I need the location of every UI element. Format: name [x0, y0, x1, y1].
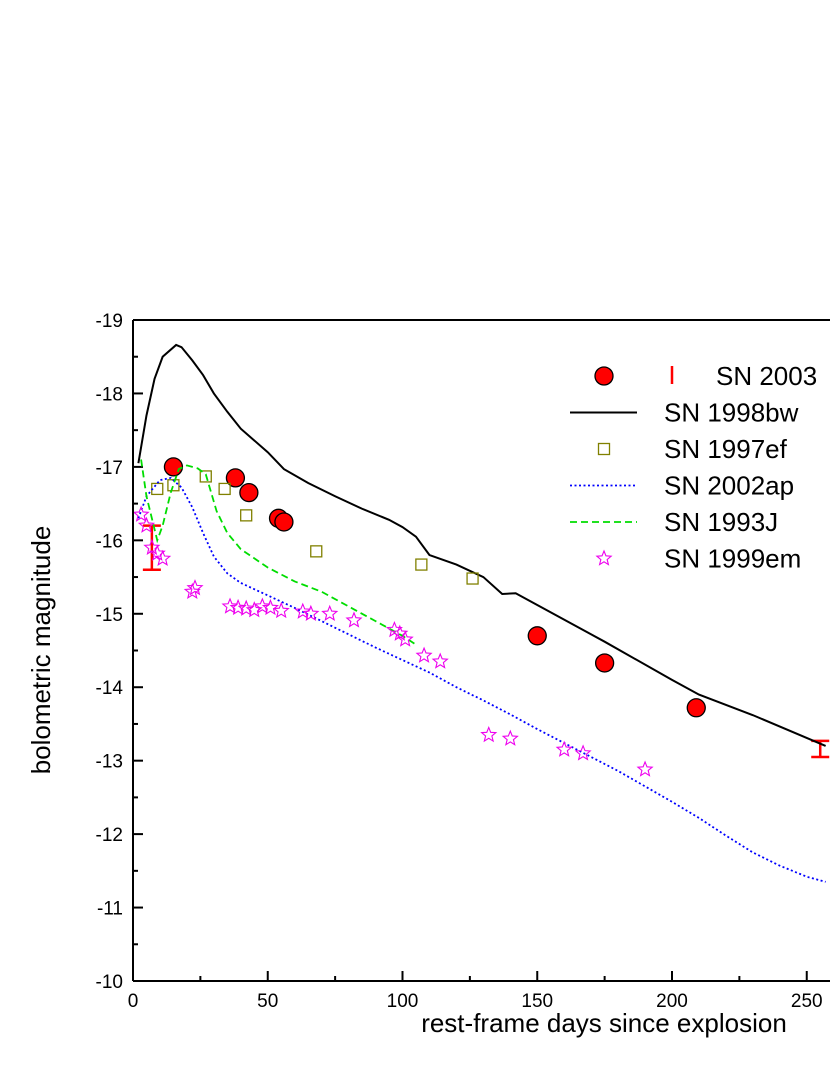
legend-swatch: [595, 549, 613, 566]
legend-label: SN 1993J: [664, 507, 778, 537]
data-point: [237, 599, 255, 616]
x-tick-label: 250: [791, 991, 823, 1012]
data-point: [240, 509, 253, 522]
series-6: [133, 505, 654, 777]
series-2: [137, 343, 827, 747]
data-point: [151, 482, 164, 496]
legend-item: SN 1998bw: [570, 398, 799, 428]
y-tick-label: -16: [96, 531, 123, 552]
y-tick-label: -12: [96, 825, 123, 846]
legend-item: SN 1993J: [570, 507, 778, 537]
data-point: [183, 582, 201, 600]
series-line: [137, 343, 827, 747]
legend-item: SN 1997ef: [597, 434, 788, 464]
x-tick-label: 100: [387, 991, 419, 1012]
data-point: [261, 598, 279, 616]
series-3: [151, 470, 479, 585]
data-point: [186, 579, 204, 596]
data-point: [480, 725, 498, 743]
data-point: [321, 604, 339, 622]
data-point: [594, 653, 615, 673]
data-point: [415, 646, 433, 663]
data-point: [218, 482, 231, 496]
data-point: [229, 598, 247, 616]
series-line: [137, 476, 826, 883]
x-axis-ticks: 0 50 100 150 200 250: [128, 971, 823, 1012]
legend-item: SN 1999em: [595, 544, 801, 574]
y-tick-label: -15: [96, 605, 123, 626]
legend-label: SN 1997ef: [664, 434, 788, 464]
data-point: [272, 601, 290, 619]
y-axis-title: bolometric magnitude: [26, 526, 56, 775]
legend-label: SN 1999em: [664, 544, 801, 574]
data-point: [501, 729, 519, 746]
data-point: [636, 760, 654, 777]
x-tick-label: 50: [257, 991, 278, 1012]
data-point: [239, 482, 259, 503]
legend-swatch: [594, 366, 614, 386]
data-point: [154, 549, 172, 566]
data-point: [221, 597, 239, 614]
data-point: [574, 744, 592, 761]
legend-label: SN 1998bw: [664, 398, 799, 428]
data-point: [137, 516, 156, 533]
data-point: [686, 698, 706, 718]
y-axis-ticks: -19 -18 -17 -16 -15 -14 -13 -12 -11 -10: [96, 311, 143, 993]
legend-item: SN 2003: [594, 361, 817, 391]
series-4: [137, 476, 826, 883]
data-point: [466, 572, 479, 585]
data-point: [133, 505, 150, 522]
legend: SN 2003 SN 1998bw SN 1997ef SN 2002ap SN 199…: [570, 361, 817, 574]
data-point: [302, 604, 320, 622]
legend-item: SN 2002ap: [570, 471, 794, 501]
x-tick-label: 200: [656, 991, 688, 1012]
data-point: [527, 626, 547, 646]
y-tick-label: -18: [96, 384, 123, 405]
y-tick-label: -14: [96, 678, 124, 699]
y-tick-label: -19: [96, 311, 123, 332]
series-5: [140, 459, 417, 646]
data-point: [415, 558, 428, 571]
legend-label: SN 2003: [716, 361, 817, 391]
data-point: [225, 468, 246, 488]
data-point: [274, 512, 294, 532]
x-tick-label: 150: [521, 991, 553, 1012]
x-axis-title: rest-frame days since explosion: [421, 1008, 787, 1038]
y-tick-label: -17: [96, 458, 123, 479]
data-point: [294, 602, 312, 619]
legend-swatch: [597, 442, 611, 456]
data-point: [431, 652, 449, 669]
series-line: [140, 459, 417, 646]
data-point: [253, 597, 271, 614]
data-point: [345, 611, 363, 628]
data-point: [555, 740, 573, 757]
data-point: [163, 457, 184, 477]
legend-label: SN 2002ap: [664, 471, 794, 501]
series-0: [163, 457, 706, 718]
data-point: [396, 630, 414, 647]
y-tick-label: -10: [96, 972, 123, 993]
y-tick-label: -11: [97, 899, 123, 920]
y-tick-label: -13: [96, 752, 123, 773]
plot-area: [133, 343, 830, 883]
data-point: [310, 545, 323, 558]
data-point: [199, 470, 212, 483]
x-tick-label: 0: [128, 991, 139, 1012]
